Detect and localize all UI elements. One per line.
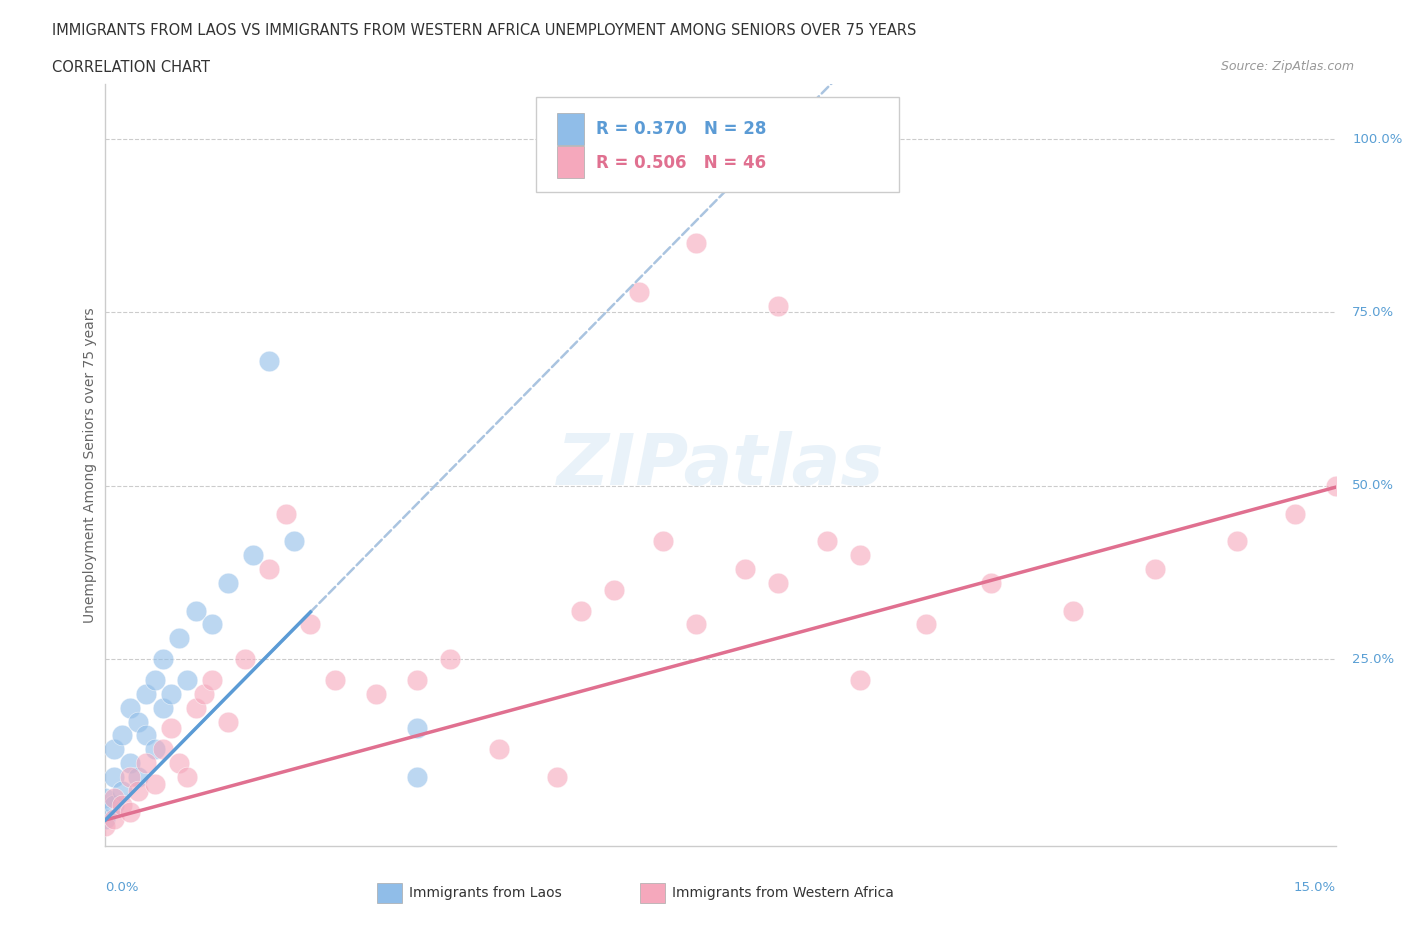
Point bbox=[849, 672, 872, 687]
Point bbox=[569, 604, 592, 618]
Text: 75.0%: 75.0% bbox=[1353, 306, 1395, 319]
Point bbox=[1226, 534, 1249, 549]
Point bbox=[685, 617, 707, 631]
Point bbox=[323, 672, 346, 687]
Point bbox=[135, 686, 157, 701]
Point bbox=[94, 811, 117, 826]
Point bbox=[94, 818, 117, 833]
Point bbox=[184, 700, 207, 715]
Point bbox=[1062, 604, 1084, 618]
Point bbox=[201, 617, 224, 631]
Bar bbox=[557, 113, 583, 145]
Text: IMMIGRANTS FROM LAOS VS IMMIGRANTS FROM WESTERN AFRICA UNEMPLOYMENT AMONG SENIOR: IMMIGRANTS FROM LAOS VS IMMIGRANTS FROM … bbox=[52, 23, 917, 38]
Point bbox=[152, 742, 174, 757]
Point bbox=[283, 534, 305, 549]
Point bbox=[176, 769, 198, 784]
Point bbox=[1284, 506, 1306, 521]
Point bbox=[1324, 478, 1347, 493]
Point bbox=[766, 299, 789, 313]
Text: ZIPatlas: ZIPatlas bbox=[557, 431, 884, 499]
Point bbox=[274, 506, 297, 521]
Point bbox=[160, 721, 183, 736]
Point bbox=[299, 617, 322, 631]
Text: 25.0%: 25.0% bbox=[1353, 653, 1395, 666]
Point bbox=[94, 790, 117, 805]
Point bbox=[111, 797, 134, 812]
Point bbox=[135, 756, 157, 771]
Point bbox=[103, 769, 125, 784]
Point bbox=[218, 714, 240, 729]
Point bbox=[218, 576, 240, 591]
Text: 50.0%: 50.0% bbox=[1353, 479, 1395, 492]
Y-axis label: Unemployment Among Seniors over 75 years: Unemployment Among Seniors over 75 years bbox=[83, 307, 97, 623]
Point bbox=[143, 742, 166, 757]
Point bbox=[103, 742, 125, 757]
Point bbox=[652, 534, 675, 549]
Point bbox=[120, 769, 141, 784]
Point bbox=[103, 797, 125, 812]
Text: Source: ZipAtlas.com: Source: ZipAtlas.com bbox=[1220, 60, 1354, 73]
Bar bbox=[557, 146, 583, 179]
Point bbox=[366, 686, 388, 701]
Text: 100.0%: 100.0% bbox=[1353, 133, 1402, 146]
Text: Immigrants from Laos: Immigrants from Laos bbox=[409, 885, 562, 900]
Text: 15.0%: 15.0% bbox=[1294, 881, 1336, 894]
Point bbox=[169, 631, 191, 645]
Point bbox=[766, 576, 789, 591]
Point bbox=[685, 235, 707, 250]
Point bbox=[143, 777, 166, 791]
Point bbox=[160, 686, 183, 701]
Point bbox=[233, 652, 256, 667]
Point bbox=[734, 562, 756, 577]
Point bbox=[406, 672, 429, 687]
Text: R = 0.370   N = 28: R = 0.370 N = 28 bbox=[596, 121, 766, 139]
Point bbox=[849, 548, 872, 563]
Point bbox=[406, 769, 429, 784]
Point bbox=[184, 604, 207, 618]
Point bbox=[259, 353, 281, 368]
Text: R = 0.506   N = 46: R = 0.506 N = 46 bbox=[596, 154, 766, 172]
Point bbox=[152, 652, 174, 667]
Point bbox=[103, 790, 125, 805]
Text: CORRELATION CHART: CORRELATION CHART bbox=[52, 60, 209, 75]
Text: 0.0%: 0.0% bbox=[105, 881, 139, 894]
Point bbox=[103, 811, 125, 826]
Point bbox=[111, 728, 134, 743]
Point bbox=[120, 804, 141, 819]
Point bbox=[439, 652, 461, 667]
Point bbox=[127, 783, 149, 798]
Point bbox=[193, 686, 215, 701]
Point bbox=[135, 728, 157, 743]
Point bbox=[914, 617, 936, 631]
Point bbox=[603, 582, 626, 597]
Point bbox=[127, 769, 149, 784]
Point bbox=[242, 548, 264, 563]
Point bbox=[111, 783, 134, 798]
Text: Immigrants from Western Africa: Immigrants from Western Africa bbox=[672, 885, 894, 900]
Point bbox=[176, 672, 198, 687]
Point bbox=[1144, 562, 1167, 577]
Point bbox=[169, 756, 191, 771]
Point bbox=[201, 672, 224, 687]
Point bbox=[143, 672, 166, 687]
Point bbox=[152, 700, 174, 715]
Point bbox=[627, 285, 650, 299]
Point bbox=[127, 714, 149, 729]
Point bbox=[815, 534, 838, 549]
Point bbox=[120, 756, 141, 771]
FancyBboxPatch shape bbox=[536, 97, 898, 192]
Point bbox=[980, 576, 1002, 591]
Point bbox=[488, 742, 510, 757]
Point bbox=[120, 700, 141, 715]
Point bbox=[406, 721, 429, 736]
Point bbox=[546, 769, 568, 784]
Point bbox=[259, 562, 281, 577]
